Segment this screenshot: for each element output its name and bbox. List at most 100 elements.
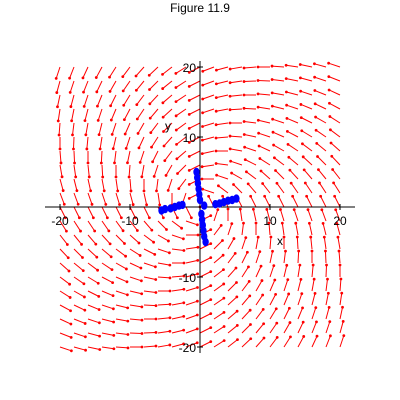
field-arrow [101, 304, 114, 310]
field-arrow-head [182, 274, 186, 278]
field-arrow-head [235, 295, 239, 299]
field-arrow [73, 262, 84, 272]
field-arrow-head [327, 75, 331, 79]
field-arrow-head [328, 115, 332, 118]
field-arrow [296, 236, 299, 250]
field-arrow-head [187, 112, 191, 116]
field-arrow-head [187, 140, 191, 144]
field-arrow [129, 290, 142, 295]
field-arrow [59, 346, 72, 352]
field-arrow-head [140, 305, 144, 309]
field-arrow [115, 192, 121, 205]
field-arrow [101, 276, 113, 284]
field-arrow [185, 220, 198, 226]
field-arrow-head [235, 324, 239, 327]
field-arrow-head [111, 281, 115, 285]
field-arrow [110, 94, 117, 106]
field-arrow [269, 294, 277, 306]
field-arrow-head [214, 82, 218, 86]
field-arrow [247, 183, 257, 194]
field-arrow [163, 136, 173, 147]
field-arrow [139, 150, 145, 163]
field-arrow-head [306, 208, 310, 212]
field-arrow [218, 185, 229, 194]
field-arrow-head [187, 154, 191, 158]
field-arrow [213, 225, 222, 236]
field-arrow-head [288, 321, 292, 324]
field-arrow-head [292, 208, 296, 212]
field-arrow [143, 276, 156, 281]
field-arrow-head [196, 258, 200, 262]
field-arrow-head [242, 120, 246, 123]
field-arrow [176, 136, 187, 145]
field-arrow-head [81, 76, 85, 80]
field-arrow-head [285, 116, 289, 120]
field-arrow-head [151, 160, 155, 164]
field-arrow [73, 290, 85, 298]
field-arrow-head [161, 101, 165, 105]
field-arrow [243, 107, 257, 110]
field-arrow [283, 251, 286, 264]
field-arrow-head [249, 323, 252, 326]
field-arrow-head [297, 249, 301, 253]
field-arrow-head [70, 119, 74, 123]
field-arrow-head [168, 276, 172, 280]
field-arrow-head [54, 76, 58, 80]
field-arrow [229, 135, 243, 138]
field-arrow-head [74, 175, 78, 179]
field-arrow-head [214, 149, 218, 153]
field-arrow-head [275, 321, 279, 325]
field-arrow [156, 178, 159, 191]
field-arrow [115, 346, 129, 349]
field-arrow-head [168, 316, 172, 320]
field-arrow-head [175, 157, 179, 161]
field-arrow-head [63, 216, 67, 220]
field-arrow [293, 209, 299, 222]
field-arrow-head [87, 175, 91, 179]
field-arrow [115, 220, 124, 231]
field-arrow [96, 80, 103, 93]
field-arrow-head [243, 145, 247, 149]
field-arrow [162, 66, 173, 75]
field-arrow-head [196, 245, 200, 249]
field-arrow [59, 220, 67, 232]
field-arrow [273, 144, 285, 152]
field-arrow-head [75, 189, 79, 193]
field-arrow [111, 122, 117, 135]
field-arrow-head [247, 265, 250, 269]
field-arrow-head [165, 228, 168, 231]
field-arrow [216, 174, 229, 180]
field-arrow-head [222, 310, 226, 314]
field-arrow-head [201, 69, 205, 73]
field-arrow [185, 300, 198, 306]
field-arrow-head [260, 279, 264, 282]
field-arrow-head [329, 141, 333, 145]
field-arrow [171, 329, 184, 334]
field-arrow [334, 196, 341, 208]
field-arrow-head [337, 249, 341, 253]
field-arrow-head [284, 77, 288, 81]
field-arrow [115, 276, 128, 283]
field-arrow [157, 262, 170, 266]
field-arrow-head [153, 252, 157, 256]
field-arrow-head [161, 115, 165, 119]
field-arrow-head [258, 250, 262, 254]
field-arrow-head [108, 75, 111, 79]
field-arrow [59, 248, 69, 259]
field-arrow [149, 80, 159, 90]
x-tick-label: 10 [263, 214, 277, 228]
field-arrow-head [126, 346, 130, 350]
field-arrow-head [251, 207, 255, 211]
field-arrow [143, 220, 153, 231]
field-arrow-head [302, 335, 306, 338]
field-arrow-head [176, 172, 179, 175]
field-arrow [202, 188, 215, 194]
field-arrow [300, 90, 313, 96]
field-arrow [115, 262, 127, 270]
field-arrow [269, 337, 278, 348]
field-arrow [87, 304, 100, 311]
field-arrow-head [232, 237, 236, 240]
field-arrow [213, 254, 224, 264]
field-arrow-head [327, 306, 331, 309]
field-arrow [185, 206, 192, 218]
